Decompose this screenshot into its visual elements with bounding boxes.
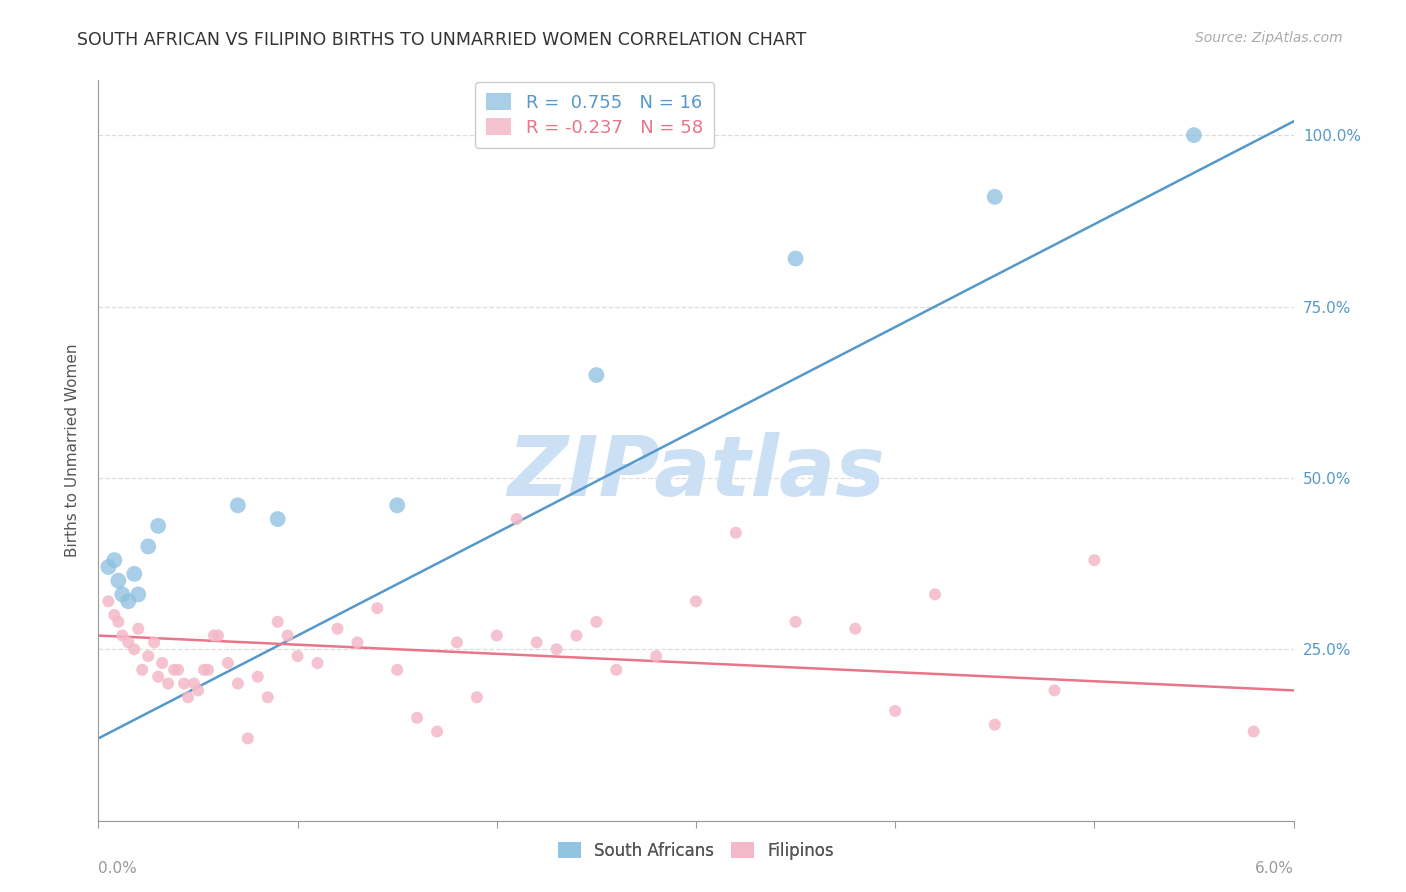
Point (173, 676, 195, 690)
Point (150, 656, 173, 670)
Point (1182, 128, 1205, 142)
Point (97, 594, 120, 608)
Text: 0.0%: 0.0% (98, 862, 138, 876)
Point (217, 656, 239, 670)
Point (465, 690, 488, 705)
Point (645, 649, 668, 664)
Point (506, 512, 529, 526)
Point (526, 635, 548, 649)
Point (131, 663, 153, 677)
Point (103, 553, 125, 567)
Point (197, 663, 219, 677)
Legend: South Africans, Filipinos: South Africans, Filipinos (550, 833, 842, 868)
Point (984, 717, 1007, 731)
Point (1083, 553, 1105, 567)
Point (267, 615, 290, 629)
Point (346, 635, 368, 649)
Point (107, 574, 129, 588)
Point (148, 519, 170, 533)
Point (605, 663, 627, 677)
Text: 6.0%: 6.0% (1254, 862, 1294, 876)
Point (277, 628, 299, 642)
Point (177, 690, 200, 705)
Point (287, 649, 309, 664)
Point (163, 663, 186, 677)
Point (236, 731, 259, 746)
Point (785, 252, 807, 266)
Point (193, 663, 215, 677)
Point (585, 368, 607, 382)
Point (446, 635, 468, 649)
Text: SOUTH AFRICAN VS FILIPINO BIRTHS TO UNMARRIED WOMEN CORRELATION CHART: SOUTH AFRICAN VS FILIPINO BIRTHS TO UNMA… (77, 31, 807, 49)
Point (426, 724, 449, 739)
Point (127, 622, 149, 636)
Point (366, 601, 388, 615)
Point (385, 498, 409, 512)
Point (326, 622, 349, 636)
Point (111, 587, 134, 601)
Point (207, 628, 229, 642)
Point (111, 628, 134, 642)
Point (256, 690, 278, 705)
Point (202, 628, 225, 642)
Point (924, 587, 946, 601)
Y-axis label: Births to Unmarried Women: Births to Unmarried Women (65, 343, 80, 558)
Point (1043, 683, 1066, 698)
Point (406, 711, 429, 725)
Point (117, 594, 139, 608)
Point (103, 607, 125, 622)
Point (585, 615, 607, 629)
Point (183, 676, 205, 690)
Point (107, 615, 129, 629)
Point (546, 642, 568, 657)
Point (136, 540, 159, 554)
Point (117, 635, 139, 649)
Point (187, 683, 209, 698)
Point (167, 663, 190, 677)
Point (157, 676, 180, 690)
Point (724, 525, 747, 540)
Point (97, 560, 120, 574)
Point (1243, 724, 1265, 739)
Point (984, 190, 1007, 204)
Point (148, 670, 170, 684)
Point (884, 704, 907, 718)
Point (385, 663, 409, 677)
Point (565, 628, 588, 642)
Point (785, 615, 807, 629)
Text: Source: ZipAtlas.com: Source: ZipAtlas.com (1195, 31, 1343, 45)
Text: ZIPatlas: ZIPatlas (508, 432, 884, 513)
Point (246, 670, 269, 684)
Point (685, 594, 707, 608)
Point (267, 512, 290, 526)
Point (127, 587, 149, 601)
Point (124, 642, 146, 657)
Point (124, 566, 146, 581)
Point (226, 676, 249, 690)
Point (136, 649, 159, 664)
Point (844, 622, 866, 636)
Point (143, 635, 166, 649)
Point (485, 628, 508, 642)
Point (226, 498, 249, 512)
Point (307, 656, 329, 670)
